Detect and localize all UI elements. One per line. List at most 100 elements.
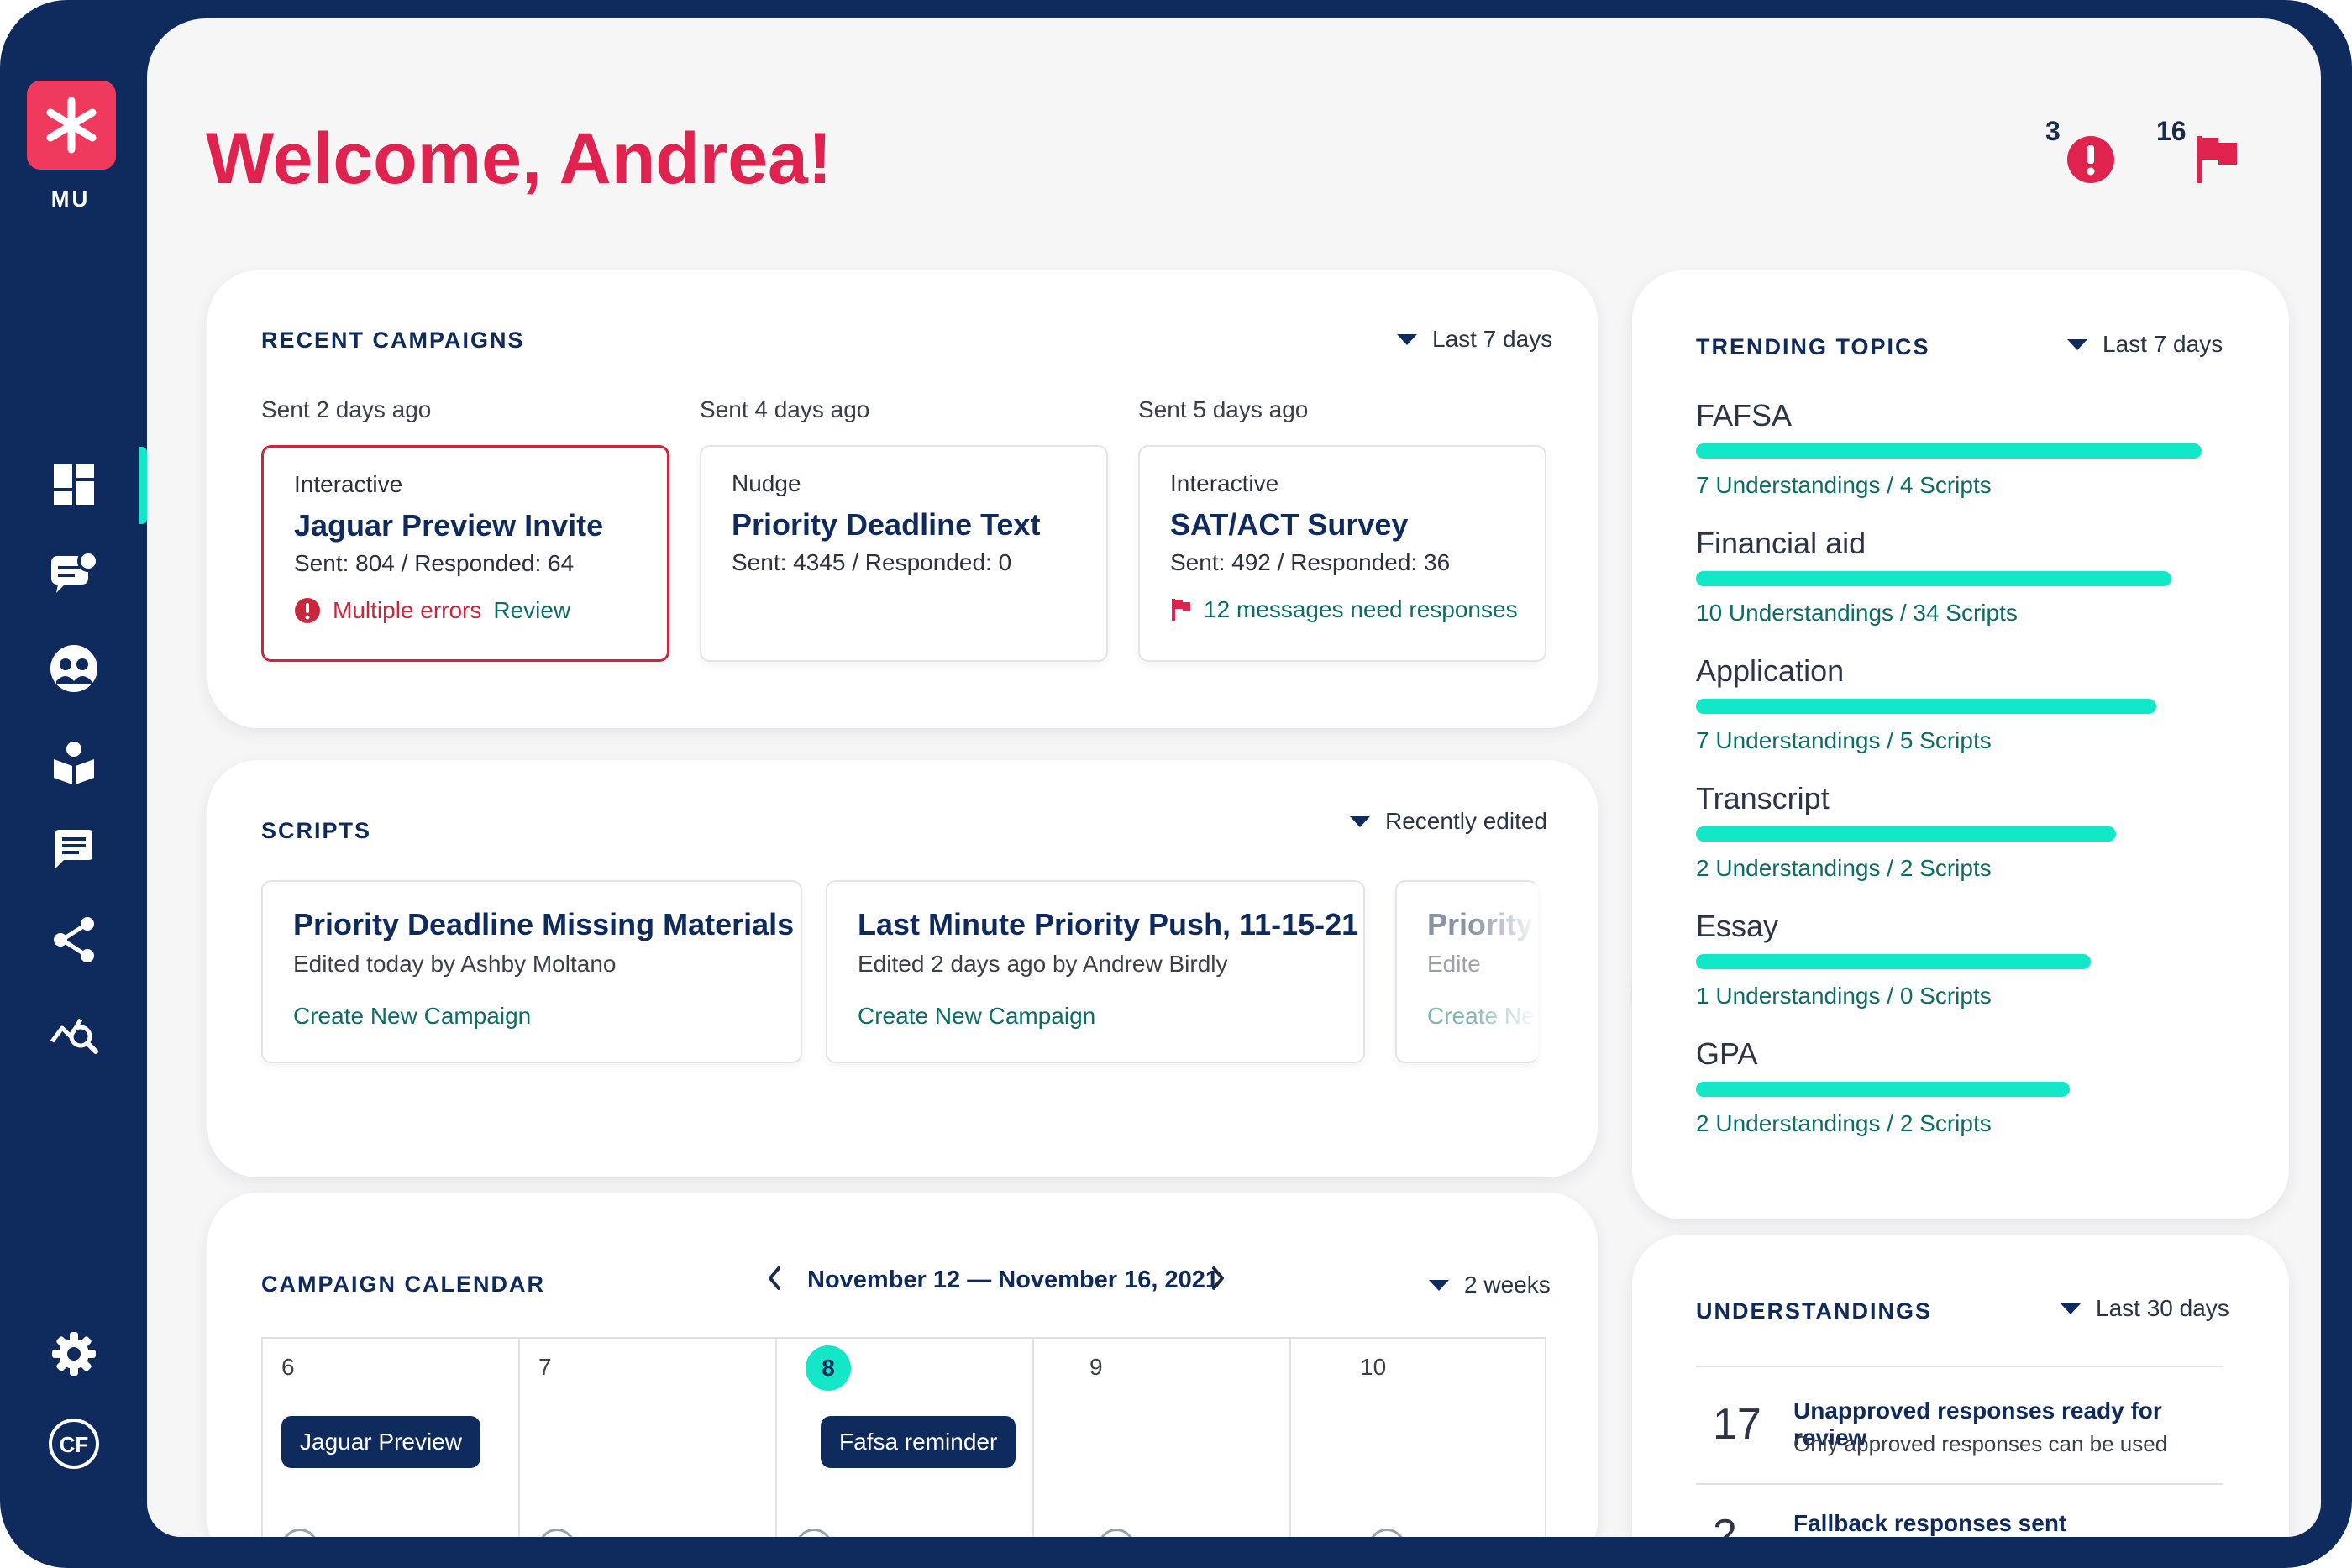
understandings-filter-label: Last 30 days — [2096, 1295, 2229, 1321]
topic-name[interactable]: Application — [1696, 653, 1845, 688]
understanding-row[interactable]: 17 Unapproved responses ready for review… — [1696, 1366, 2223, 1483]
topic-bar — [1696, 826, 2116, 842]
understanding-row-title: Fallback responses sent — [1793, 1510, 2067, 1536]
caret-down-icon — [1397, 333, 1417, 345]
topic-stats[interactable]: 1 Understandings / 0 Scripts — [1696, 983, 1992, 1009]
topic-stats[interactable]: 2 Understandings / 2 Scripts — [1696, 855, 1992, 881]
calendar-day-cell[interactable]: 6 Jaguar Preview — [261, 1339, 518, 1537]
trending-topics-card — [1632, 270, 2289, 1219]
calendar-prev-button[interactable] — [764, 1263, 785, 1298]
messages-need-responses-link: 12 messages need responses — [1204, 596, 1518, 622]
users-icon — [50, 645, 97, 692]
scroll-fade — [1471, 882, 1538, 1062]
account-initials: CF — [60, 1432, 89, 1457]
topic-name[interactable]: GPA — [1696, 1036, 1758, 1071]
understandings-filter[interactable]: Last 30 days — [2061, 1295, 2229, 1322]
trending-filter[interactable]: Last 7 days — [2067, 331, 2223, 358]
flags-button[interactable] — [2193, 134, 2240, 189]
campaign-stats: Sent: 4345 / Responded: 0 — [732, 549, 1012, 575]
add-event-circle[interactable] — [1098, 1529, 1135, 1537]
campaign-status: Multiple errors Review — [294, 597, 570, 624]
topic-name[interactable]: FAFSA — [1696, 398, 1793, 433]
campaign-card-priority-deadline[interactable]: Nudge Priority Deadline Text Sent: 4345 … — [700, 445, 1108, 662]
recent-campaigns-filter[interactable]: Last 7 days — [1397, 326, 1552, 353]
create-campaign-link[interactable]: Create New Campaign — [293, 1003, 532, 1029]
calendar-date-range: November 12 — November 16, 2021 — [807, 1266, 1220, 1293]
add-event-circle[interactable] — [795, 1529, 832, 1537]
app-logo[interactable] — [27, 81, 116, 170]
script-card-partial[interactable]: Priority Edite Create Ne — [1395, 880, 1538, 1063]
caret-down-icon — [2067, 338, 2087, 350]
dashboard-icon — [54, 464, 94, 505]
understanding-row[interactable]: 2 Fallback responses sent — [1696, 1483, 2223, 1537]
nav-analytics[interactable] — [44, 1001, 104, 1062]
calendar-event[interactable]: Fafsa reminder — [821, 1416, 1016, 1468]
nav-conversations[interactable] — [44, 545, 104, 606]
campaign-type: Interactive — [1170, 470, 1279, 496]
alerts-button[interactable] — [2066, 134, 2116, 189]
nav-settings[interactable] — [44, 1324, 104, 1384]
campaign-card-jaguar-preview[interactable]: Interactive Jaguar Preview Invite Sent: … — [261, 445, 669, 662]
topic-stats[interactable]: 7 Understandings / 4 Scripts — [1696, 472, 1992, 498]
campaign-sent-ago: Sent 5 days ago — [1138, 396, 1309, 422]
topic-stats[interactable]: 7 Understandings / 5 Scripts — [1696, 727, 1992, 753]
sidebar: MU — [0, 0, 147, 1568]
analytics-search-icon — [50, 1018, 98, 1054]
topic-name[interactable]: Transcript — [1696, 781, 1830, 815]
topic-stats[interactable]: 2 Understandings / 2 Scripts — [1696, 1110, 1992, 1136]
scripts-filter[interactable]: Recently edited — [1350, 808, 1547, 835]
add-event-circle[interactable] — [281, 1529, 318, 1537]
campaign-stats: Sent: 804 / Responded: 64 — [294, 550, 575, 576]
main-content: Welcome, Andrea! 3 16 RECENT CAMPAIGNS L… — [147, 18, 2321, 1537]
nav-knowledge-base[interactable] — [44, 732, 104, 793]
calendar-day-number: 6 — [281, 1354, 295, 1380]
settings-gear-icon — [52, 1332, 96, 1376]
calendar-day-number: 10 — [1360, 1354, 1387, 1380]
calendar-day-cell[interactable]: 9 — [1032, 1339, 1289, 1537]
nav-dashboard[interactable] — [44, 454, 104, 515]
calendar-day-cell[interactable]: 7 — [518, 1339, 775, 1537]
campaign-stats: Sent: 492 / Responded: 36 — [1170, 549, 1451, 575]
create-campaign-link[interactable]: Create New Campaign — [858, 1003, 1096, 1029]
add-event-circle[interactable] — [538, 1529, 575, 1537]
review-link[interactable]: Review — [493, 597, 571, 623]
error-icon — [295, 598, 320, 623]
caret-down-icon — [2061, 1303, 2081, 1314]
campaign-card-sat-act-survey[interactable]: Interactive SAT/ACT Survey Sent: 492 / R… — [1138, 445, 1546, 662]
topic-bar — [1696, 954, 2091, 969]
recent-campaigns-filter-label: Last 7 days — [1432, 326, 1553, 352]
understandings-title: UNDERSTANDINGS — [1696, 1298, 1933, 1324]
script-card[interactable]: Last Minute Priority Push, 11-15-21 Edit… — [826, 880, 1365, 1063]
calendar-day-cell-today[interactable]: 8 Fafsa reminder — [775, 1339, 1032, 1537]
nav-contacts[interactable] — [44, 638, 104, 699]
org-abbrev: MU — [50, 186, 91, 212]
topic-bar — [1696, 571, 2171, 586]
nav-messages[interactable] — [44, 820, 104, 880]
add-event-circle[interactable] — [1368, 1529, 1405, 1537]
calendar-filter[interactable]: 2 weeks — [1429, 1272, 1551, 1298]
calendar-event[interactable]: Jaguar Preview — [281, 1416, 480, 1468]
recent-campaigns-title: RECENT CAMPAIGNS — [261, 328, 525, 353]
calendar-day-cell[interactable]: 10 — [1289, 1339, 1546, 1537]
topic-name[interactable]: Essay — [1696, 909, 1779, 943]
topic-stats[interactable]: 10 Understandings / 34 Scripts — [1696, 600, 2018, 626]
campaign-name: Jaguar Preview Invite — [294, 508, 604, 543]
message-icon — [55, 830, 92, 868]
asterisk-logo-icon — [46, 97, 97, 154]
campaign-error-text: Multiple errors — [333, 597, 482, 623]
nav-integrations[interactable] — [44, 910, 104, 970]
script-card[interactable]: Priority Deadline Missing Materials Edit… — [261, 880, 802, 1063]
campaign-flag-status[interactable]: 12 messages need responses — [1170, 596, 1518, 623]
script-name: Last Minute Priority Push, 11-15-21 — [858, 907, 1359, 941]
error-alert-icon — [2067, 136, 2114, 183]
topic-name[interactable]: Financial aid — [1696, 526, 1866, 560]
scripts-filter-label: Recently edited — [1385, 808, 1548, 834]
calendar-today-number: 8 — [806, 1345, 851, 1391]
topic-bar — [1696, 1082, 2070, 1097]
calendar-next-button[interactable] — [1207, 1263, 1229, 1298]
calendar-filter-label: 2 weeks — [1464, 1272, 1551, 1298]
nav-account[interactable]: CF — [44, 1413, 104, 1474]
campaign-type: Nudge — [732, 470, 801, 496]
understanding-row-title: Unapproved responses ready for review — [1793, 1398, 2162, 1450]
